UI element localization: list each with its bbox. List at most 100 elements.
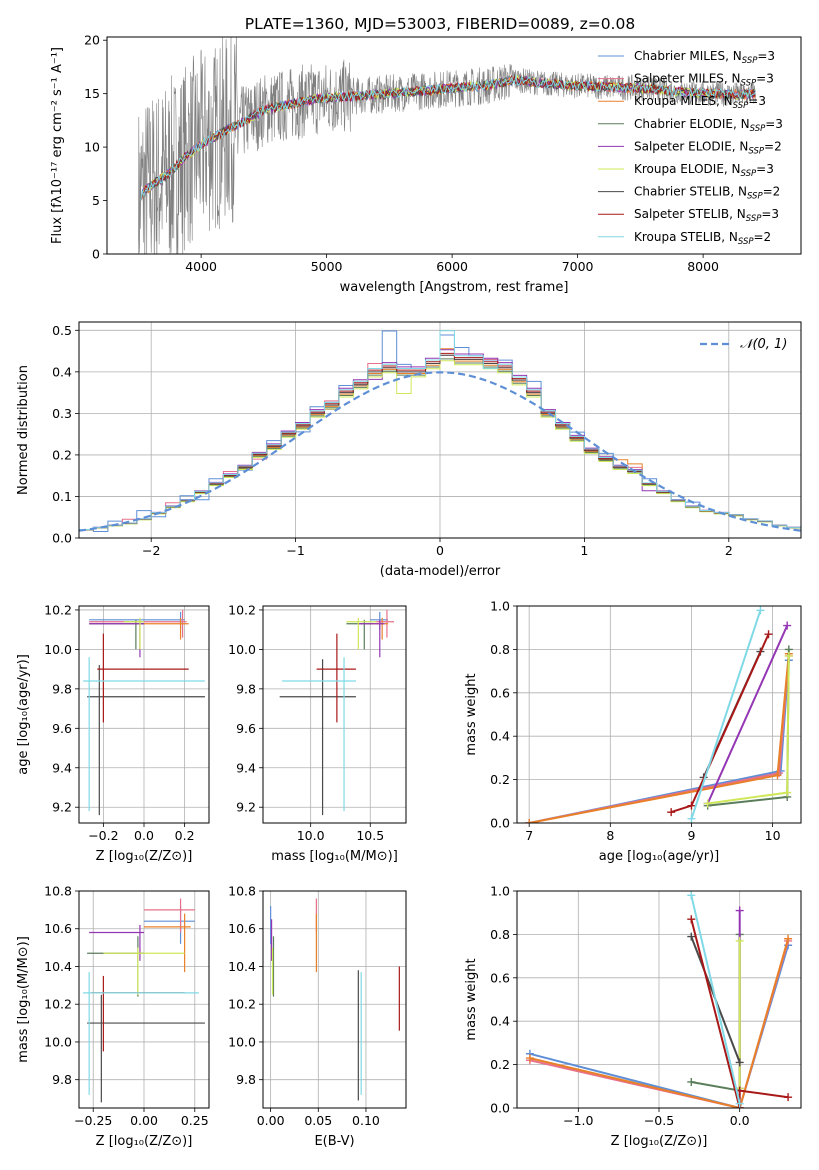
axes-frame bbox=[262, 605, 407, 824]
weight-line-ks bbox=[690, 895, 741, 1104]
x-axis-label: Z [log₁₀(Z/Z⊙)] bbox=[96, 849, 193, 864]
y-tick-label: 0.1 bbox=[52, 489, 72, 504]
y-tick-label: 0.8 bbox=[490, 927, 510, 942]
weight-vs-age-panel: 7 8 9 10 0.0 0.2 0.4 0.6 0.8 1.0 age [log₁₀(age/yr… bbox=[464, 599, 802, 864]
legend-label-se: Salpeter ELODIE, NSSP=2 bbox=[634, 139, 782, 156]
y-tick-label: 9.4 bbox=[52, 760, 72, 775]
x-axis-label: wavelength [Angstrom, rest frame] bbox=[340, 280, 569, 295]
y-tick-label: 1.0 bbox=[490, 599, 510, 614]
axes-frame bbox=[78, 605, 210, 824]
x-tick-label: 9 bbox=[687, 828, 695, 843]
y-tick-label: 9.8 bbox=[52, 681, 72, 696]
y-tick-label: 5 bbox=[92, 193, 100, 208]
x-tick-label: −2 bbox=[142, 543, 160, 558]
x-tick-label: 1 bbox=[580, 543, 588, 558]
weight-marker-cs bbox=[687, 932, 696, 941]
x-tick-label: 0.00 bbox=[257, 1113, 285, 1128]
weight-marker-ke bbox=[735, 936, 744, 945]
age_vs_mass-plot-area bbox=[279, 609, 395, 816]
age_vs_Z-plot-area bbox=[83, 609, 205, 816]
weight-marker-ce bbox=[687, 1077, 696, 1086]
weight-marker-ks bbox=[687, 891, 696, 900]
weight-marker-ss bbox=[667, 808, 676, 817]
weight-marker-km bbox=[773, 771, 782, 780]
legend-label-ss: Salpeter STELIB, NSSP=3 bbox=[634, 207, 779, 224]
model-spectrum-ss bbox=[140, 74, 756, 201]
x-tick-label: −0.5 bbox=[644, 1113, 674, 1128]
y-tick-label: 9.8 bbox=[52, 1072, 72, 1087]
y-tick-label: 0.4 bbox=[52, 364, 72, 379]
y-tick-label: 10.6 bbox=[44, 921, 72, 936]
y-tick-label: 0.4 bbox=[490, 729, 510, 744]
x-tick-label: 2 bbox=[725, 543, 733, 558]
spectrum-plot-area bbox=[138, 37, 757, 254]
observed-spectrum bbox=[138, 37, 757, 254]
y-tick-label: 0.2 bbox=[52, 447, 72, 462]
figure-title: PLATE=1360, MJD=53003, FIBERID=0089, z=0… bbox=[245, 15, 635, 33]
axes-frame bbox=[78, 890, 210, 1109]
y-tick-label: 10.0 bbox=[44, 642, 72, 657]
x-axis-label: Z [log₁₀(Z/Z⊙)] bbox=[96, 1134, 193, 1149]
y-tick-label: 10.0 bbox=[228, 1034, 256, 1049]
model-spectrum-ks bbox=[140, 75, 756, 201]
y-tick-label: 0.8 bbox=[490, 642, 510, 657]
y-axis-label: mass weight bbox=[464, 673, 479, 755]
spectrum-legend: Chabrier MILES, NSSP=3 Salpeter MILES, NS… bbox=[598, 49, 783, 247]
y-tick-label: 0.2 bbox=[490, 772, 510, 787]
y-axis-label: age [log₁₀(age/yr)] bbox=[16, 654, 31, 775]
age-vs-mass-panel: 10.0 10.5 9.2 9.4 9.6 9.8 10.0 10.2 mass [log₁₀(… bbox=[228, 602, 407, 864]
y-axis-label: mass [log₁₀(M/M⊙)] bbox=[16, 936, 31, 1063]
weight-line-ks bbox=[690, 609, 762, 820]
x-tick-label: 0.0 bbox=[134, 828, 154, 843]
legend-label-sm: Salpeter MILES, NSSP=3 bbox=[634, 72, 774, 89]
y-tick-label: 0.6 bbox=[490, 970, 510, 985]
mass_vs_Z-plot-area bbox=[83, 898, 205, 1103]
legend-label-ce: Chabrier ELODIE, NSSP=3 bbox=[634, 117, 783, 134]
axes-frame bbox=[262, 890, 407, 1109]
y-tick-label: 10.2 bbox=[44, 997, 72, 1012]
y-tick-label: 9.4 bbox=[236, 760, 256, 775]
weight-marker-ss bbox=[764, 630, 773, 639]
mass_vs_EBV-plot-area bbox=[270, 898, 400, 1101]
spectrum-panel: 4000 5000 6000 7000 8000 0 5 10 15 20 wavelength [… bbox=[50, 33, 802, 295]
x-tick-label: −0.2 bbox=[88, 828, 118, 843]
y-tick-label: 1.0 bbox=[490, 884, 510, 899]
x-tick-label: 0.0 bbox=[730, 1113, 750, 1128]
y-tick-label: 0.6 bbox=[490, 685, 510, 700]
y-tick-label: 10.6 bbox=[228, 921, 256, 936]
y-axis-label: Flux [fλ10⁻¹⁷ erg cm⁻² s⁻¹ A⁻¹] bbox=[50, 47, 65, 244]
y-tick-label: 0 bbox=[92, 247, 100, 262]
y-tick-label: 9.6 bbox=[52, 721, 72, 736]
y-tick-label: 10 bbox=[84, 140, 100, 155]
y-tick-label: 9.8 bbox=[236, 1072, 256, 1087]
weight-marker-ke bbox=[783, 788, 792, 797]
y-tick-label: 10.0 bbox=[44, 1034, 72, 1049]
legend-label-ke: Kroupa ELODIE, NSSP=3 bbox=[634, 162, 774, 179]
y-tick-label: 9.2 bbox=[52, 800, 72, 815]
mass-vs-Z-panel: −0.25 0.00 0.25 9.8 10.0 10.2 10.4 10.6 10.8 Z [l… bbox=[16, 884, 210, 1149]
y-tick-label: 0.5 bbox=[52, 323, 72, 338]
y-tick-label: 10.8 bbox=[44, 884, 72, 899]
y-tick-label: 10.2 bbox=[228, 997, 256, 1012]
x-tick-label: 7000 bbox=[562, 259, 594, 274]
x-tick-label: 7 bbox=[525, 828, 533, 843]
gaussian-curve bbox=[79, 371, 801, 532]
weight-marker-km bbox=[784, 934, 793, 943]
age-vs-Z-panel: −0.2 0.0 0.2 9.2 9.4 9.6 9.8 10.0 10.2 Z [log₁₀(Z… bbox=[16, 602, 210, 864]
weight-marker-ke bbox=[784, 651, 793, 660]
weight-marker-ks bbox=[735, 1099, 744, 1108]
weight-marker-ss bbox=[784, 1093, 793, 1102]
x-tick-label: 0.10 bbox=[352, 1113, 380, 1128]
y-tick-label: 15 bbox=[84, 86, 100, 101]
model-spectrum-cs bbox=[140, 75, 756, 201]
weight_vs_age-plot-area bbox=[525, 606, 793, 823]
weight-marker-ss bbox=[687, 801, 696, 810]
y-tick-label: 10.2 bbox=[228, 602, 256, 617]
axes-frame bbox=[78, 321, 802, 539]
x-tick-label: 4000 bbox=[185, 259, 217, 274]
weight-marker-km bbox=[525, 819, 534, 823]
residuals-panel: −2 −1 0 1 2 0.0 0.1 0.2 0.3 0.4 0.5 (data-model)/er… bbox=[16, 321, 802, 579]
x-axis-label: mass [log₁₀(M/M⊙)] bbox=[271, 849, 398, 864]
weight-marker-se bbox=[735, 906, 744, 915]
